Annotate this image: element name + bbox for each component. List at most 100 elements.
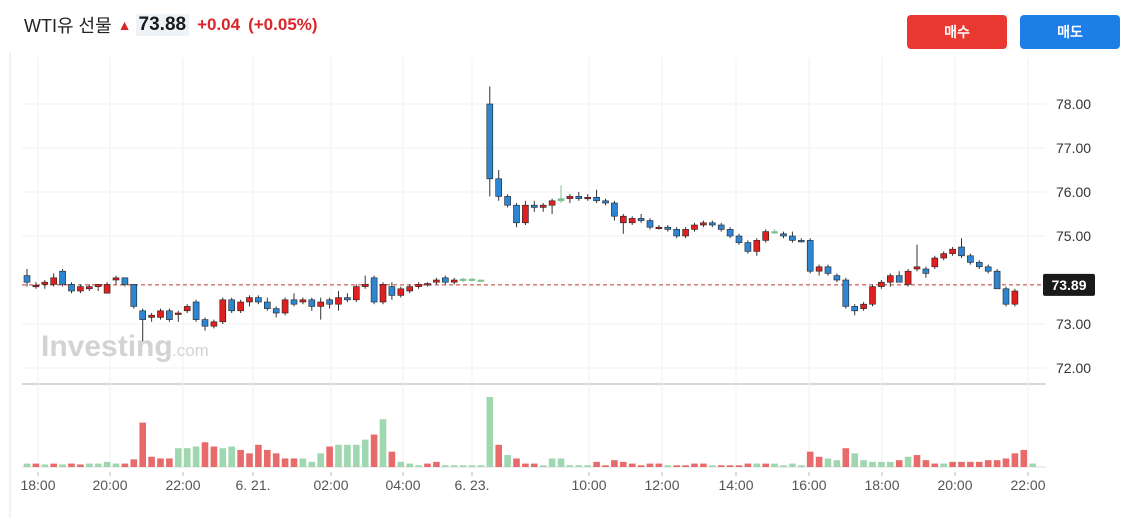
volume-bar (255, 444, 262, 467)
volume-bar (1011, 453, 1019, 467)
volume-bar (771, 463, 778, 467)
current-price-tag-label: 73.89 (1051, 277, 1086, 293)
buy-button[interactable]: 매수 (907, 15, 1007, 49)
x-tick-label: 22:00 (165, 477, 200, 493)
volume-bar (210, 446, 218, 467)
volume-bar (717, 465, 725, 467)
sell-button[interactable]: 매도 (1020, 15, 1120, 49)
y-tick-label: 75.00 (1056, 228, 1091, 244)
candle (895, 275, 903, 283)
candle (175, 312, 182, 315)
volume-bar (59, 464, 66, 467)
candle (237, 301, 244, 312)
candle (379, 284, 387, 303)
candle (717, 224, 725, 230)
volume-bar (913, 455, 921, 467)
volume-bar (878, 461, 885, 467)
candle (139, 310, 146, 320)
candle (682, 229, 689, 237)
volume-bar (219, 448, 227, 467)
volume-bar (246, 453, 253, 467)
volume-bar (442, 465, 449, 467)
watermark-domain: .com (172, 341, 209, 360)
volume-bar (993, 460, 1001, 467)
volume-bar (815, 456, 823, 467)
volume-bar (548, 458, 556, 467)
volume-bar (130, 459, 138, 467)
volume-bar (468, 465, 476, 467)
volume-bar (895, 460, 903, 467)
candle (397, 288, 405, 296)
candle (308, 299, 316, 307)
x-tick-label: 6. 23. (454, 477, 489, 493)
volume-bar (557, 458, 565, 467)
candle (975, 262, 983, 268)
x-tick-label: 20:00 (92, 477, 127, 493)
volume-bar (50, 463, 57, 467)
volume-bar (1002, 458, 1010, 467)
volume-bar (984, 460, 992, 467)
candle (539, 204, 547, 208)
volume-bar (486, 397, 494, 467)
candle (299, 299, 307, 303)
volume-bar (290, 458, 298, 467)
candle (210, 321, 218, 327)
candle (326, 299, 333, 305)
volume-bar (904, 456, 912, 467)
candle (468, 278, 476, 281)
candle (246, 297, 253, 303)
y-tick-label: 72.00 (1056, 360, 1091, 376)
candle (121, 277, 129, 285)
candle (344, 297, 351, 301)
candle (913, 266, 921, 270)
candle (477, 279, 485, 282)
candle (673, 229, 681, 237)
candle (753, 240, 761, 252)
price-change-percent: (+0.05%) (248, 15, 318, 34)
volume-bar (157, 458, 164, 467)
x-tick-label: 6. 21. (235, 477, 270, 493)
volume-bar (762, 463, 769, 467)
candle (130, 284, 138, 307)
x-tick-label: 14:00 (718, 477, 753, 493)
volume-bar (201, 442, 209, 467)
candle (255, 297, 262, 303)
candle (94, 284, 102, 287)
candle (290, 299, 298, 305)
candle (584, 196, 592, 200)
candle (530, 204, 538, 208)
candle (201, 319, 209, 327)
candle (50, 277, 58, 285)
volume-bar (281, 458, 289, 467)
volume-bar (940, 463, 947, 467)
volume-bar (700, 463, 707, 467)
candle (557, 198, 565, 202)
volume-bar (94, 463, 102, 467)
candle (878, 281, 885, 287)
candle (931, 257, 939, 268)
instrument-title: WTI유 선물 (24, 16, 112, 36)
volume-bar (41, 464, 49, 467)
volume-bar (477, 465, 485, 467)
last-price: 73.88 (135, 14, 190, 36)
x-tick-label: 02:00 (313, 477, 348, 493)
candle (967, 255, 974, 263)
candle (842, 279, 850, 307)
volume-bar (744, 463, 752, 467)
candle (513, 204, 520, 224)
candle (32, 284, 40, 288)
candle (263, 301, 271, 309)
volume-bar (637, 465, 645, 467)
volume-bar (860, 460, 867, 467)
candle (646, 220, 654, 228)
volume-bar (602, 465, 609, 467)
volume-bar (806, 451, 814, 467)
volume-bar (237, 449, 244, 467)
volume-bar (611, 460, 618, 467)
volume-bar (353, 444, 360, 467)
candle (851, 306, 859, 312)
volume-bar (299, 458, 307, 467)
candle (904, 270, 912, 285)
volume-bar (459, 465, 467, 467)
